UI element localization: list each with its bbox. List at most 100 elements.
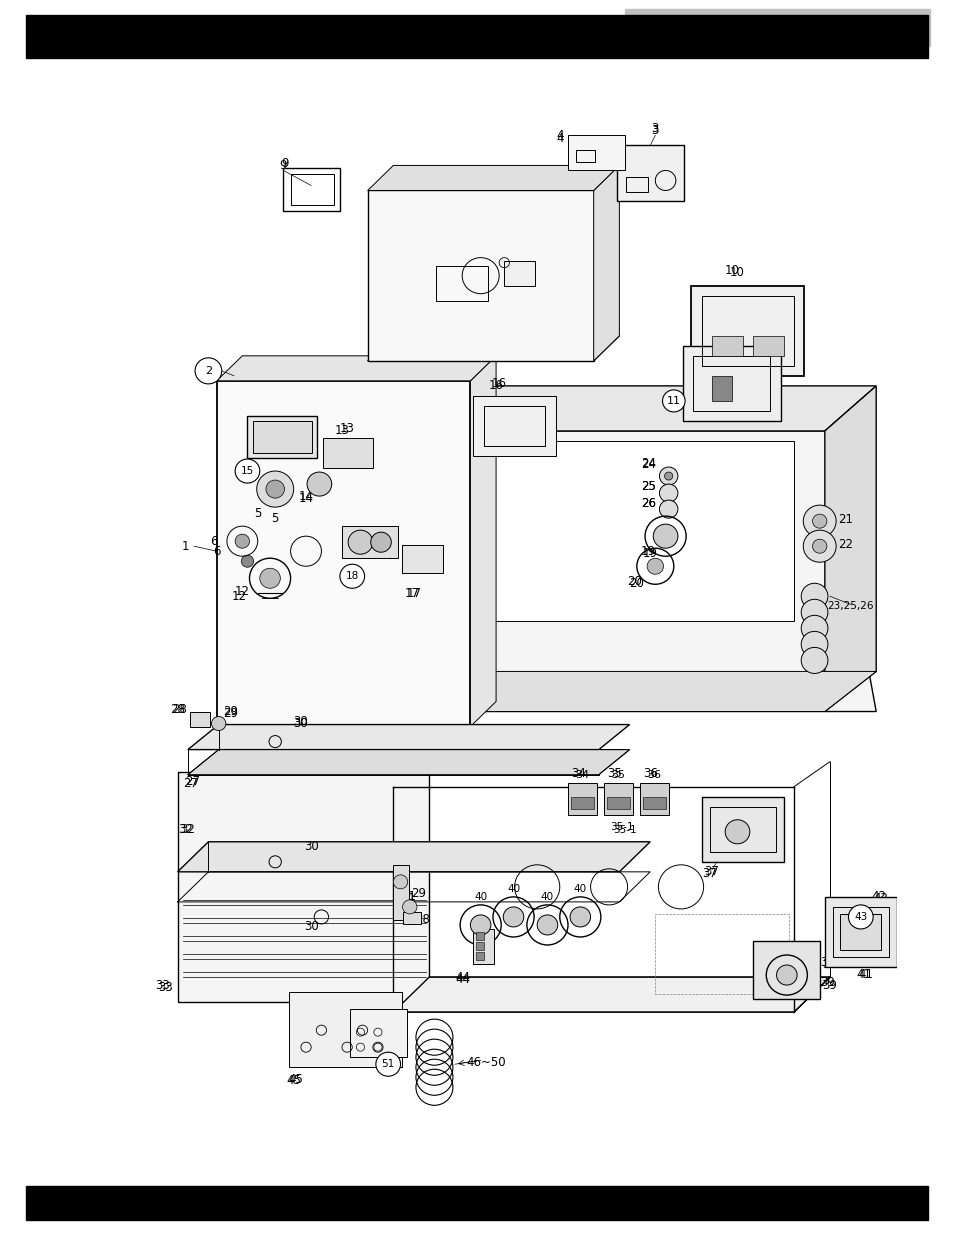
Text: 37: 37: [701, 867, 717, 881]
Polygon shape: [383, 431, 875, 711]
Text: 17: 17: [406, 587, 421, 600]
Bar: [576, 151, 594, 163]
Text: 35-1: 35-1: [610, 821, 634, 831]
Text: 31: 31: [401, 893, 416, 905]
Bar: [323, 438, 373, 468]
Text: 30: 30: [303, 840, 318, 853]
Text: 46~50: 46~50: [465, 1056, 505, 1068]
Bar: [840, 914, 881, 950]
Text: 6: 6: [210, 535, 217, 547]
Text: 20: 20: [629, 577, 643, 590]
Circle shape: [659, 467, 678, 485]
Circle shape: [234, 535, 250, 548]
Bar: [414, 441, 793, 621]
Bar: [504, 261, 535, 285]
Polygon shape: [593, 165, 618, 361]
Text: 40: 40: [474, 892, 487, 902]
Circle shape: [661, 390, 684, 412]
Bar: [682, 346, 780, 421]
Text: 16: 16: [491, 378, 506, 390]
Text: 28: 28: [170, 703, 185, 716]
Text: 25: 25: [640, 479, 655, 493]
Text: 12: 12: [232, 590, 247, 603]
Text: 35-1: 35-1: [612, 825, 636, 835]
Bar: [483, 406, 545, 446]
Bar: [709, 806, 775, 852]
Text: 7: 7: [472, 246, 478, 259]
Bar: [567, 136, 624, 170]
Text: 42: 42: [873, 893, 888, 905]
Bar: [291, 174, 334, 205]
Circle shape: [847, 905, 872, 929]
Text: 45: 45: [288, 1073, 303, 1086]
Bar: [824, 897, 896, 967]
Text: 5: 5: [253, 506, 261, 520]
Text: 24: 24: [640, 457, 655, 469]
Bar: [473, 396, 555, 456]
Text: 15: 15: [240, 466, 253, 475]
Circle shape: [241, 556, 253, 567]
Circle shape: [776, 965, 797, 986]
Bar: [402, 911, 420, 924]
Text: 45: 45: [286, 1073, 301, 1087]
Circle shape: [802, 505, 835, 537]
Text: 1: 1: [182, 540, 190, 553]
Polygon shape: [383, 385, 875, 431]
Bar: [26, 1186, 927, 1220]
Text: 28: 28: [172, 703, 187, 716]
Circle shape: [659, 484, 678, 503]
Polygon shape: [188, 725, 629, 750]
Bar: [617, 146, 683, 200]
Text: 43: 43: [853, 911, 866, 923]
Text: 14: 14: [298, 489, 314, 503]
Bar: [475, 942, 483, 950]
Text: 26: 26: [640, 496, 655, 510]
Bar: [625, 178, 647, 193]
Text: 36: 36: [642, 767, 657, 781]
Bar: [436, 266, 487, 300]
Text: 25: 25: [640, 479, 655, 493]
Bar: [350, 1009, 406, 1057]
Text: 10: 10: [729, 267, 744, 279]
Bar: [752, 941, 819, 999]
Text: 37: 37: [703, 866, 719, 878]
Text: 27: 27: [183, 777, 198, 790]
Text: 5: 5: [272, 511, 278, 525]
Bar: [655, 914, 788, 994]
Circle shape: [402, 900, 416, 914]
Text: 14: 14: [298, 492, 314, 505]
Circle shape: [801, 631, 827, 657]
Bar: [341, 526, 398, 558]
Text: 51: 51: [381, 1060, 395, 1070]
Circle shape: [537, 915, 558, 935]
Text: 44: 44: [456, 972, 470, 986]
Bar: [473, 929, 494, 965]
Bar: [642, 797, 665, 809]
Text: 19: 19: [642, 547, 657, 559]
Text: 34: 34: [575, 769, 589, 779]
Text: 40: 40: [540, 892, 554, 902]
Text: 23,25,26: 23,25,26: [826, 601, 873, 611]
Text: 29: 29: [223, 706, 238, 720]
Text: 39: 39: [820, 976, 835, 988]
Text: 20: 20: [627, 574, 641, 588]
Text: 11: 11: [666, 396, 680, 406]
Bar: [711, 336, 741, 356]
Bar: [401, 545, 442, 573]
Text: 38: 38: [821, 957, 837, 971]
Text: 4: 4: [556, 132, 563, 144]
Text: 34: 34: [570, 767, 585, 781]
Circle shape: [801, 647, 827, 673]
Bar: [283, 168, 339, 210]
Circle shape: [801, 615, 827, 641]
Polygon shape: [188, 750, 629, 774]
Polygon shape: [177, 842, 650, 872]
Text: 21: 21: [837, 513, 852, 526]
Text: 30: 30: [294, 715, 308, 729]
Text: 44: 44: [456, 971, 470, 983]
Polygon shape: [470, 356, 496, 726]
Polygon shape: [367, 336, 618, 361]
Polygon shape: [367, 165, 618, 190]
Bar: [639, 783, 668, 815]
Circle shape: [307, 472, 332, 496]
